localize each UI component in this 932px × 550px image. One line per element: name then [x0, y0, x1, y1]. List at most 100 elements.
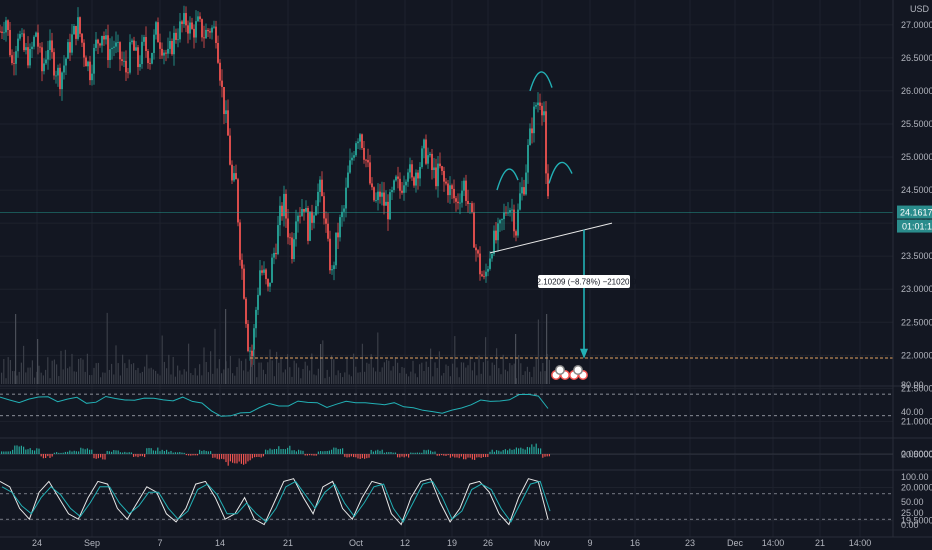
volume-bar — [408, 376, 410, 384]
event-icon[interactable] — [573, 365, 583, 375]
volume-bar — [337, 370, 339, 384]
macd-bar — [381, 449, 383, 454]
macd-bar — [7, 451, 9, 454]
volume-bar — [419, 364, 421, 384]
price-pane[interactable]: −2.10209 (−8.78%) −21020.9 — [0, 5, 893, 384]
candle-body — [471, 203, 473, 213]
candle-body — [437, 163, 439, 187]
volume-bar — [322, 340, 324, 384]
macd-pane[interactable] — [0, 443, 893, 466]
candle-body — [327, 223, 329, 239]
rsi-line — [0, 393, 549, 417]
macd-bar — [236, 454, 238, 464]
volume-bar — [232, 373, 234, 384]
candle-body — [5, 20, 7, 33]
volume-bar — [359, 372, 361, 384]
volume-bar — [34, 377, 36, 384]
candle-body — [153, 34, 155, 53]
candle-body — [143, 37, 145, 42]
macd-bar — [335, 447, 337, 454]
candle-body — [209, 31, 211, 33]
candle-body — [185, 13, 187, 26]
stoch-pane[interactable] — [0, 478, 893, 526]
event-icon[interactable] — [555, 365, 565, 375]
volume-bar — [438, 351, 440, 384]
volume-bar — [240, 360, 242, 384]
volume-bar — [157, 373, 159, 384]
pane-separators[interactable] — [0, 0, 932, 538]
macd-bar — [447, 454, 449, 456]
candle-body — [51, 40, 53, 53]
candle-body — [335, 232, 337, 266]
macd-bar — [309, 454, 311, 456]
macd-bar — [458, 454, 460, 459]
neckline-trendline[interactable] — [489, 222, 613, 254]
event-icons[interactable] — [551, 365, 588, 380]
right-shoulder-arc[interactable] — [548, 161, 573, 184]
volume-bar — [487, 360, 489, 384]
candle-body — [313, 215, 315, 223]
time-tick-label: 14:00 — [849, 538, 872, 548]
candle-body — [239, 222, 241, 260]
rsi-pane[interactable] — [0, 393, 893, 417]
candle-body — [535, 105, 537, 107]
macd-bar — [174, 452, 176, 454]
candle-body — [257, 294, 259, 310]
candle-body — [241, 259, 243, 269]
candle-body — [259, 270, 261, 295]
left-shoulder-arc[interactable] — [496, 168, 519, 191]
macd-bar — [421, 452, 423, 454]
macd-bar — [370, 449, 372, 454]
time-axis[interactable]: 24 Sep 7 14 21 Oct 12 19 26 Nov 9 16 23 Dec 14:00 21 14:… — [32, 538, 871, 548]
macd-bar — [3, 451, 5, 454]
volume-bar — [346, 356, 348, 384]
volume-bar — [267, 362, 269, 384]
candle-body — [215, 26, 217, 44]
price-axis[interactable]: USD 27.00000 26.50000 26.00000 25.50000 25.0… — [897, 4, 932, 530]
candles — [0, 5, 549, 367]
volume-bar — [405, 373, 407, 384]
candle-body — [133, 40, 135, 51]
volume-bar — [201, 375, 203, 384]
volume-bar — [361, 343, 363, 384]
volume-bar — [529, 371, 531, 384]
volume-bar — [190, 373, 192, 384]
volume-bar — [84, 371, 86, 384]
macd-bar — [302, 450, 304, 454]
macd-bar — [401, 454, 403, 457]
volume-bar — [313, 374, 315, 384]
macd-bar — [34, 450, 36, 454]
candle-body — [457, 201, 459, 204]
macd-bar — [126, 452, 128, 454]
candle-body — [379, 191, 381, 197]
candle-body — [31, 46, 33, 49]
volume-bar — [392, 366, 394, 384]
volume-bar — [102, 372, 104, 384]
volume-bar — [416, 377, 418, 384]
measure-label[interactable]: −2.10209 (−8.78%) −21020.9 — [532, 275, 637, 288]
macd-bar — [432, 451, 434, 454]
macd-bar — [163, 451, 165, 454]
candle-body — [83, 42, 85, 58]
volume-bar — [474, 362, 476, 384]
candle-body — [531, 128, 533, 134]
candle-body — [103, 35, 105, 40]
candle-body — [293, 239, 295, 260]
volume-bar — [276, 351, 278, 384]
volume-bar — [430, 348, 432, 384]
macd-bar — [265, 449, 267, 454]
macd-bar — [350, 454, 352, 457]
price-tick-label: 25.00000 — [901, 152, 932, 162]
volume-bar — [91, 375, 93, 384]
macd-bar — [300, 450, 302, 454]
candle-body — [475, 247, 477, 251]
head-arc[interactable] — [529, 71, 553, 92]
volume-bar — [265, 374, 267, 384]
macd-bar — [12, 449, 14, 454]
candle-body — [273, 252, 275, 258]
candle-body — [249, 350, 251, 352]
candle-body — [53, 52, 55, 76]
macd-bar — [102, 454, 104, 460]
volume-bar — [37, 339, 39, 384]
